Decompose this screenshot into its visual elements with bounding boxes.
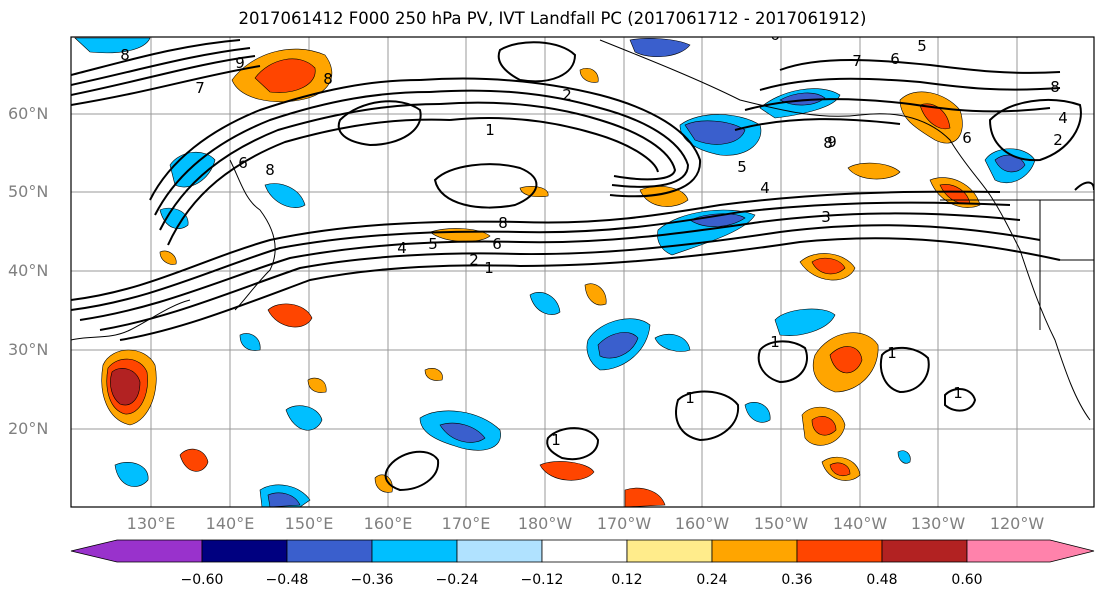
longitude-label: 130°W (910, 514, 966, 533)
contour-label: 1 (551, 431, 561, 449)
map-frame (70, 36, 1095, 508)
colorbar-segment (456, 539, 543, 563)
colorbar-segment (371, 539, 458, 563)
contour-label: 1 (485, 121, 495, 139)
contour-label: 5 (917, 37, 927, 55)
contour-label: 3 (821, 208, 831, 226)
colorbar-tick-label: 0.12 (611, 572, 643, 588)
contour-label: 4 (1058, 109, 1068, 127)
contour-label: 5 (428, 235, 438, 253)
colorbar-segment (70, 539, 203, 563)
latitude-label: 30°N (8, 340, 49, 359)
figure-title: 2017061412 F000 250 hPa PV, IVT Landfall… (238, 9, 867, 28)
contour-label: 2 (469, 251, 479, 269)
contour-label: 2 (562, 86, 572, 104)
coastlines (71, 39, 1094, 421)
contour-label: 8 (823, 134, 833, 152)
contour-label: 1 (887, 344, 897, 362)
contour-label: 1 (770, 333, 780, 351)
colorbar-segment (286, 539, 373, 563)
latitude-label: 60°N (8, 104, 49, 123)
contour-label: 1 (685, 389, 695, 407)
positive-anomaly-shading (101, 48, 981, 507)
colorbar (70, 539, 1095, 563)
colorbar-segment (711, 539, 798, 563)
contour-label: 1 (953, 384, 963, 402)
colorbar-segment (796, 539, 883, 563)
contour-label: 8 (265, 161, 275, 179)
colorbar-tick-label: −0.24 (435, 572, 479, 588)
longitude-label: 150°W (753, 514, 809, 533)
colorbar-segment (201, 539, 288, 563)
latitude-label: 40°N (8, 261, 49, 280)
contour-label: 9 (827, 133, 837, 151)
colorbar-tick-label: 0.48 (866, 572, 898, 588)
latitude-label: 20°N (8, 419, 49, 438)
contour-label: 4 (397, 239, 407, 257)
colorbar-tick-label: −0.36 (350, 572, 394, 588)
contour-label: 6 (492, 235, 502, 253)
contour-label: 5 (737, 158, 747, 176)
contour-label: 8 (323, 70, 333, 88)
contour-label: 6 (238, 154, 248, 172)
longitude-label: 170°E (441, 514, 491, 533)
contour-label: 8 (498, 214, 508, 232)
contour-label: 8 (120, 46, 130, 64)
longitude-label: 120°W (989, 514, 1045, 533)
colorbar-tick-label: 0.60 (951, 572, 983, 588)
contour-label: 8 (1050, 78, 1060, 96)
colorbar-segment (966, 539, 1095, 563)
contour-label: 1 (484, 259, 494, 277)
colorbar-tick-label: −0.48 (265, 572, 309, 588)
colorbar-tick-label: −0.60 (180, 572, 224, 588)
contour-label: 6 (890, 50, 900, 68)
contour-label: 9 (235, 54, 245, 72)
longitude-label: 140°E (205, 514, 255, 533)
contour-label: 6 (770, 26, 780, 44)
contour-label: 2 (1053, 131, 1063, 149)
latitude-label: 50°N (8, 182, 49, 201)
contour-label: 6 (962, 129, 972, 147)
colorbar-tick-label: −0.12 (520, 572, 564, 588)
colorbar-segment (881, 539, 968, 563)
pv-contours (71, 39, 1094, 492)
longitude-label: 160°E (363, 514, 413, 533)
contour-label: 7 (195, 79, 205, 97)
longitude-label: 140°W (832, 514, 888, 533)
colorbar-tick-label: 0.36 (781, 572, 813, 588)
longitude-label: 130°E (126, 514, 176, 533)
contour-label: 4 (760, 179, 770, 197)
colorbar-segment (541, 539, 628, 563)
contour-label-group: 8 7 9 8 2 1 6 8 7 6 8 4 2 6 5 4 3 4 5 6 … (120, 26, 1068, 449)
longitude-label: 170°W (596, 514, 652, 533)
contour-label: 7 (852, 52, 862, 70)
longitude-label: 150°E (284, 514, 334, 533)
longitude-label: 160°W (674, 514, 730, 533)
colorbar-segment (626, 539, 713, 563)
longitude-label: 180°W (517, 514, 573, 533)
colorbar-tick-label: 0.24 (696, 572, 728, 588)
